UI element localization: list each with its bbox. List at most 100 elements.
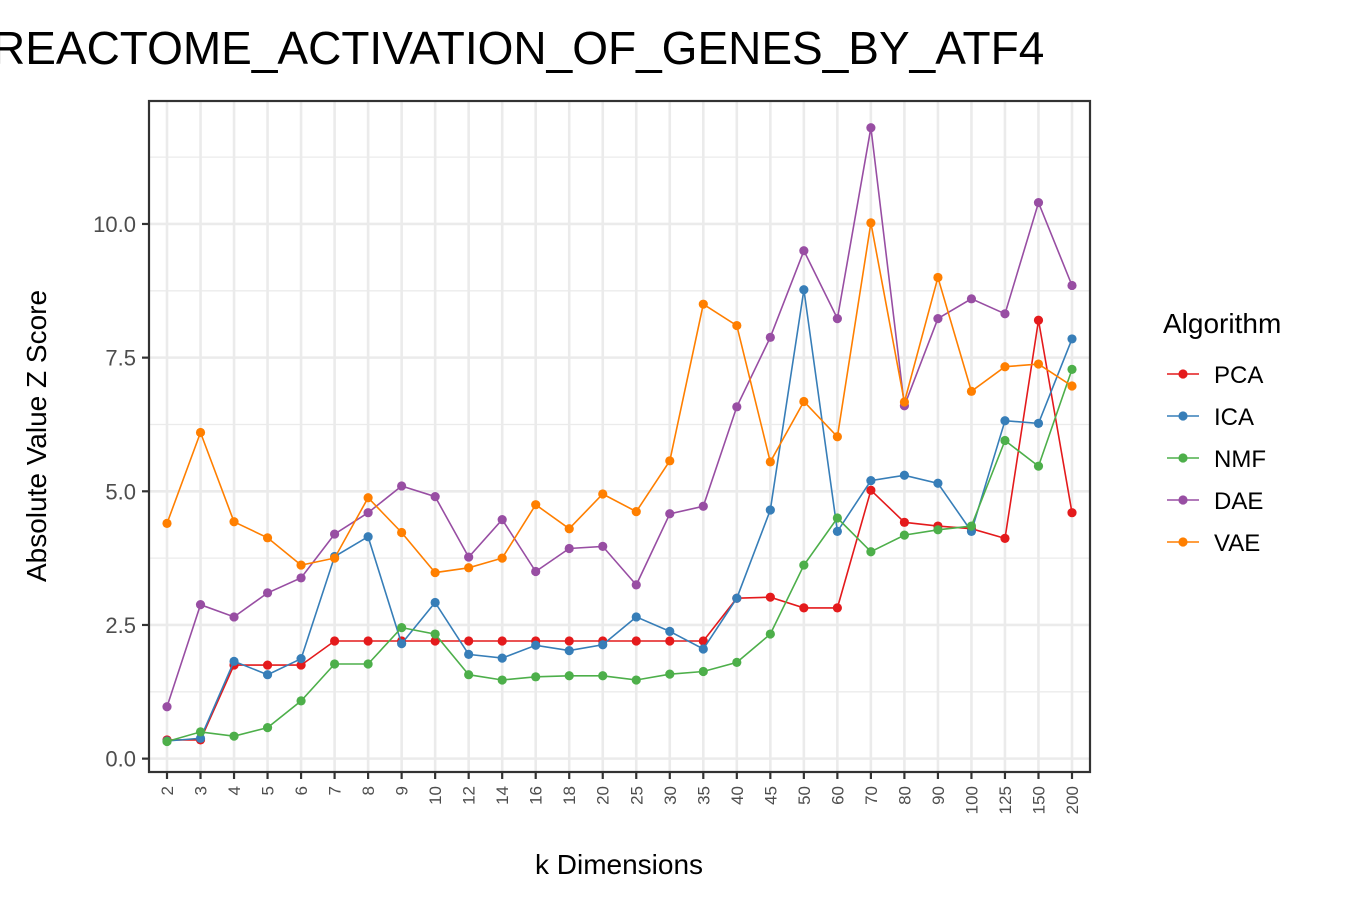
data-point	[799, 246, 809, 256]
data-point	[832, 603, 842, 613]
data-point	[598, 489, 608, 499]
data-point	[195, 733, 206, 743]
data-point	[430, 567, 440, 578]
data-point	[866, 476, 876, 486]
series-pca	[162, 315, 1077, 745]
legend-item-dae: DAE	[1167, 488, 1263, 515]
x-tick-label: 200	[1063, 786, 1082, 814]
data-point	[799, 560, 809, 570]
data-point	[598, 541, 608, 551]
series-line-dae	[166, 127, 1073, 708]
data-point	[1067, 280, 1077, 291]
data-point	[732, 320, 742, 331]
y-axis-title: Absolute Value Z Score	[21, 290, 52, 582]
data-point	[1067, 508, 1077, 518]
data-point	[262, 670, 273, 680]
data-point	[899, 530, 910, 540]
data-point	[698, 666, 708, 677]
data-point	[799, 396, 809, 407]
legend-items: PCA ICA NMF DAE VAE	[1167, 362, 1266, 557]
x-tick-label: 150	[1030, 786, 1049, 814]
data-point	[531, 640, 541, 650]
panel-border	[147, 99, 1092, 774]
data-point	[698, 501, 708, 511]
data-point	[631, 636, 641, 646]
data-point	[363, 636, 373, 646]
data-point	[262, 588, 273, 598]
data-point	[296, 696, 306, 706]
axes: 0.02.55.07.510.02 3 4 5 6 7 8 9 10 12 14 16 18 20 25 30…	[93, 99, 1092, 814]
x-tick-label: 70	[862, 786, 881, 805]
x-tick-label: 125	[996, 786, 1015, 814]
data-point	[799, 285, 809, 295]
data-point	[799, 603, 809, 613]
x-tick-label: 3	[192, 786, 211, 795]
data-point	[732, 657, 742, 667]
data-point	[397, 481, 407, 491]
series-vae	[162, 218, 1077, 578]
data-point	[229, 731, 239, 741]
legend-item-ica: ICA	[1167, 404, 1254, 431]
x-tick-label: 80	[895, 786, 914, 805]
legend-key-point	[1178, 495, 1188, 505]
legend-key-point	[1178, 411, 1188, 421]
series-line-pca	[167, 320, 1073, 741]
data-point	[933, 478, 943, 488]
x-tick-label: 18	[560, 786, 579, 805]
data-point	[1067, 381, 1077, 391]
legend: Algorithm PCA ICA NMF DAE VAE	[1163, 308, 1281, 557]
data-point	[363, 532, 373, 542]
data-point	[497, 553, 507, 563]
data-point	[598, 640, 608, 650]
x-tick-label: 10	[426, 786, 445, 805]
data-point	[765, 629, 775, 639]
data-point	[765, 457, 775, 467]
legend-label: DAE	[1214, 488, 1263, 515]
data-point	[363, 508, 373, 518]
data-point	[1033, 359, 1044, 369]
data-point	[464, 636, 474, 646]
data-point	[430, 492, 440, 502]
x-tick-label: 25	[627, 786, 646, 805]
series-dae	[162, 123, 1077, 712]
x-tick-label: 90	[929, 786, 948, 805]
data-point	[329, 659, 340, 669]
data-point	[899, 517, 910, 527]
x-tick-label: 20	[594, 786, 613, 805]
data-point	[866, 218, 876, 228]
data-point	[698, 299, 708, 309]
data-point	[162, 518, 172, 528]
data-point	[397, 527, 407, 538]
data-point	[430, 636, 440, 646]
data-point	[162, 736, 172, 747]
data-point	[564, 524, 574, 534]
legend-key-point	[1178, 537, 1188, 547]
data-point	[866, 547, 876, 557]
legend-item-pca: PCA	[1167, 362, 1263, 389]
x-tick-label: 30	[661, 786, 680, 805]
legend-title: Algorithm	[1163, 308, 1281, 339]
data-point	[899, 397, 910, 407]
data-point	[866, 485, 876, 495]
data-point	[497, 636, 507, 646]
data-point	[1033, 197, 1044, 208]
data-point	[1000, 435, 1010, 446]
legend-label: NMF	[1214, 446, 1266, 473]
data-point	[195, 600, 206, 610]
data-point	[329, 529, 340, 539]
data-point	[397, 639, 407, 649]
data-point	[497, 653, 507, 663]
data-point	[1033, 315, 1044, 325]
data-point	[430, 629, 440, 639]
data-point	[665, 456, 675, 466]
data-point	[296, 560, 306, 570]
x-tick-label: 5	[259, 786, 278, 795]
grid-lines	[149, 101, 1090, 772]
data-point	[631, 675, 641, 685]
x-tick-label: 2	[158, 786, 177, 795]
data-point	[564, 646, 574, 656]
data-point	[162, 702, 172, 712]
series-line-ica	[166, 289, 1073, 742]
data-point	[564, 671, 574, 681]
data-point	[195, 427, 206, 438]
